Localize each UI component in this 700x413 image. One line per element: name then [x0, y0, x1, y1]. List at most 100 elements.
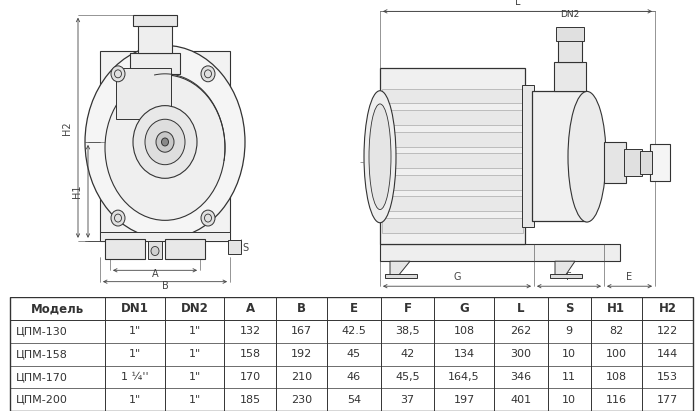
Text: 1 ¼'': 1 ¼''	[121, 372, 149, 382]
Text: 122: 122	[657, 326, 678, 337]
Text: 210: 210	[290, 372, 312, 382]
Text: S: S	[242, 242, 248, 253]
Bar	[640, 151, 652, 174]
Text: 1": 1"	[129, 394, 141, 405]
Text: 45,5: 45,5	[395, 372, 420, 382]
Text: 132: 132	[239, 326, 260, 337]
Text: 9: 9	[566, 326, 573, 337]
Bar	[228, 240, 241, 254]
Text: F: F	[403, 302, 412, 315]
Text: 38,5: 38,5	[395, 326, 420, 337]
Text: 45: 45	[346, 349, 361, 359]
Text: ЦПМ-130: ЦПМ-130	[16, 326, 68, 337]
Text: B: B	[162, 281, 169, 291]
Ellipse shape	[364, 91, 396, 223]
Circle shape	[201, 66, 215, 82]
Text: A: A	[152, 269, 158, 280]
Text: 1": 1"	[129, 326, 141, 337]
Circle shape	[201, 210, 215, 226]
Text: 1": 1"	[129, 349, 141, 359]
Bar	[382, 197, 523, 211]
Circle shape	[133, 106, 197, 178]
Ellipse shape	[105, 75, 225, 221]
Circle shape	[111, 66, 125, 82]
Text: L: L	[517, 302, 524, 315]
Polygon shape	[390, 261, 410, 276]
Text: 158: 158	[239, 349, 260, 359]
Text: 10: 10	[562, 349, 576, 359]
Bar	[522, 85, 534, 227]
Bar	[100, 51, 230, 241]
Text: 300: 300	[510, 349, 531, 359]
Ellipse shape	[568, 91, 606, 222]
Text: 10: 10	[562, 394, 576, 405]
Text: 144: 144	[657, 349, 678, 359]
Bar	[148, 241, 162, 259]
Ellipse shape	[369, 104, 391, 209]
Text: H1: H1	[607, 302, 625, 315]
Polygon shape	[555, 261, 575, 276]
Text: 1": 1"	[188, 394, 201, 405]
Text: 170: 170	[239, 372, 260, 382]
Text: DN2: DN2	[561, 10, 580, 19]
Text: ЦПМ-200: ЦПМ-200	[16, 394, 68, 405]
Bar	[165, 239, 205, 259]
Text: 46: 46	[346, 372, 361, 382]
Text: 401: 401	[510, 394, 531, 405]
Bar	[116, 68, 171, 119]
Text: F: F	[566, 272, 572, 282]
Bar	[380, 244, 620, 261]
Bar	[558, 40, 582, 62]
Circle shape	[162, 138, 169, 146]
Text: ЦПМ-170: ЦПМ-170	[16, 372, 68, 382]
Text: 167: 167	[290, 326, 312, 337]
Bar	[105, 239, 145, 259]
Text: 346: 346	[510, 372, 531, 382]
Bar	[624, 149, 642, 176]
Text: 1": 1"	[188, 349, 201, 359]
Circle shape	[145, 119, 185, 165]
Text: 153: 153	[657, 372, 678, 382]
Text: 11: 11	[562, 372, 576, 382]
Text: 262: 262	[510, 326, 531, 337]
Text: H1: H1	[72, 185, 82, 198]
Text: B: B	[297, 302, 306, 315]
Text: DN2: DN2	[181, 302, 209, 315]
Text: DN1: DN1	[121, 302, 149, 315]
Bar	[554, 62, 586, 91]
Text: 185: 185	[239, 394, 260, 405]
Bar	[133, 15, 177, 26]
Text: 108: 108	[454, 326, 475, 337]
Text: E: E	[350, 302, 358, 315]
Bar	[532, 91, 587, 221]
Text: 82: 82	[609, 326, 623, 337]
Bar	[382, 89, 523, 103]
Text: 42: 42	[400, 349, 414, 359]
Text: Модель: Модель	[32, 302, 85, 315]
Text: 42.5: 42.5	[342, 326, 366, 337]
Text: 134: 134	[454, 349, 475, 359]
Bar	[604, 142, 626, 183]
Bar	[382, 153, 523, 168]
Bar	[650, 144, 670, 180]
Bar	[550, 274, 582, 278]
Bar	[382, 110, 523, 125]
Text: A: A	[246, 302, 255, 315]
Bar	[385, 274, 417, 278]
Text: 230: 230	[290, 394, 312, 405]
Bar	[382, 175, 523, 190]
Text: G: G	[459, 302, 469, 315]
Text: L: L	[514, 0, 520, 7]
Text: E: E	[626, 272, 633, 282]
Text: S: S	[565, 302, 573, 315]
Text: 54: 54	[346, 394, 361, 405]
Circle shape	[156, 132, 174, 152]
Text: 100: 100	[606, 349, 626, 359]
Bar	[138, 19, 172, 53]
Text: H2: H2	[62, 121, 72, 135]
Bar	[382, 218, 523, 233]
Text: 116: 116	[606, 394, 626, 405]
Text: 192: 192	[290, 349, 312, 359]
Text: 1": 1"	[188, 326, 201, 337]
Text: ЦПМ-158: ЦПМ-158	[16, 349, 68, 359]
